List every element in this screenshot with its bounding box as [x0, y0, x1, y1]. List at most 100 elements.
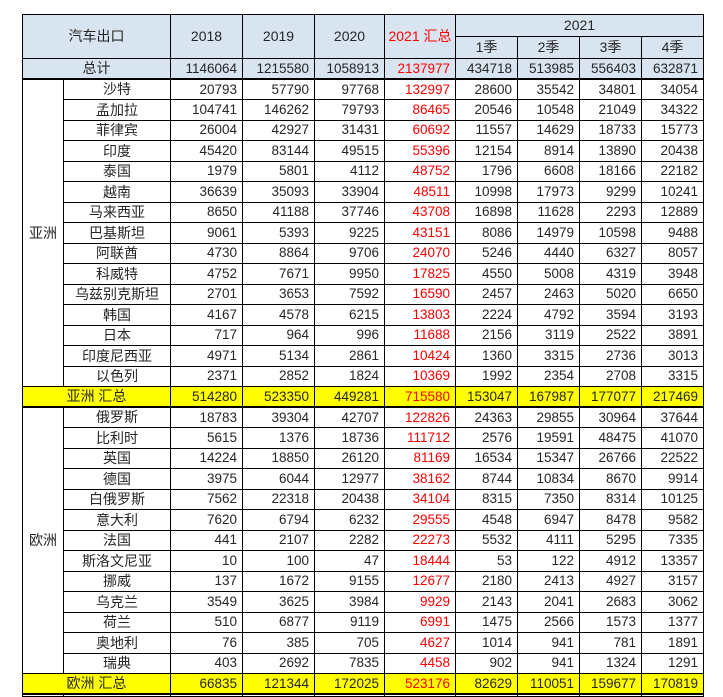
- table-row: 科威特 4752 7671 9950 17825 4550 5008 4319 3948: [23, 263, 704, 285]
- country-value-cell: 3549: [170, 591, 243, 613]
- country-cell: 法国: [63, 529, 171, 551]
- country-value-cell: 3891: [641, 324, 704, 346]
- country-value-cell: 10424: [384, 345, 456, 367]
- table-row: 印度 45420 83144 49515 55396 12154 8914 13890 2043…: [23, 140, 704, 162]
- country-value-cell: 42707: [314, 406, 385, 428]
- partial-cell: [22, 693, 64, 697]
- header-q2: 2季: [517, 36, 580, 59]
- country-value-cell: 79793: [314, 99, 385, 121]
- country-value-cell: 104741: [170, 99, 243, 121]
- country-value-cell: 100: [242, 550, 315, 572]
- region-cell: 欧洲: [22, 406, 64, 674]
- country-value-cell: 7350: [517, 488, 580, 510]
- country-value-cell: 47: [314, 550, 385, 572]
- country-value-cell: 18736: [314, 427, 385, 449]
- country-value-cell: 8086: [455, 222, 518, 244]
- country-value-cell: 2522: [579, 324, 642, 346]
- country-value-cell: 12889: [641, 201, 704, 223]
- country-value-cell: 9155: [314, 570, 385, 592]
- spreadsheet-region: 汽车出口 2018 2019 2020 2021 汇总 2021 1季 2季 3…: [22, 14, 704, 697]
- subtotal-value-cell: 177077: [579, 386, 642, 408]
- country-value-cell: 19591: [517, 427, 580, 449]
- country-value-cell: 9488: [641, 222, 704, 244]
- country-value-cell: 6650: [641, 283, 704, 305]
- country-value-cell: 37644: [641, 406, 704, 428]
- table-row: 欧洲 俄罗斯 18783 39304 42707 122826 24363 29855 3096…: [22, 406, 704, 674]
- country-value-cell: 2692: [242, 652, 315, 674]
- country-value-cell: 9582: [641, 509, 704, 531]
- country-value-cell: 1360: [455, 345, 518, 367]
- country-value-cell: 26004: [170, 119, 243, 141]
- country-value-cell: 48475: [579, 427, 642, 449]
- country-value-cell: 2701: [170, 283, 243, 305]
- country-value-cell: 122: [517, 550, 580, 572]
- country-value-cell: 1014: [455, 632, 518, 654]
- country-value-cell: 8650: [170, 201, 243, 223]
- country-value-cell: 9061: [170, 222, 243, 244]
- country-value-cell: 13803: [384, 304, 456, 326]
- table-row: 越南 36639 35093 33904 48511 10998 17973 9299 1024…: [23, 181, 704, 203]
- country-value-cell: 1324: [579, 652, 642, 674]
- country-value-cell: 7335: [641, 529, 704, 551]
- country-value-cell: 8670: [579, 468, 642, 490]
- country-value-cell: 4912: [579, 550, 642, 572]
- table-row: 比利时 5615 1376 18736 111712 2576 19591 48475 4107…: [23, 427, 704, 449]
- subtotal-value-cell: 523350: [242, 386, 315, 408]
- country-value-cell: 20438: [314, 488, 385, 510]
- country-value-cell: 49515: [314, 140, 385, 162]
- country-value-cell: 705: [314, 632, 385, 654]
- country-value-cell: 964: [242, 324, 315, 346]
- partial-cell: [517, 693, 580, 697]
- total-value-cell: 1058913: [314, 58, 385, 80]
- country-value-cell: 30964: [579, 406, 642, 428]
- country-value-cell: 1475: [455, 611, 518, 633]
- country-value-cell: 4752: [170, 263, 243, 285]
- subtotal-value-cell: 514280: [170, 386, 243, 408]
- country-value-cell: 6877: [242, 611, 315, 633]
- country-cell: 比利时: [63, 427, 171, 449]
- country-value-cell: 3062: [641, 591, 704, 613]
- country-value-cell: 24363: [455, 406, 518, 428]
- country-value-cell: 3975: [170, 468, 243, 490]
- total-value-cell: 556403: [579, 58, 642, 80]
- country-value-cell: 3157: [641, 570, 704, 592]
- country-value-cell: 31431: [314, 119, 385, 141]
- table-row: 阿联酋 4730 8864 9706 24070 5246 4440 6327 8057: [23, 242, 704, 264]
- country-value-cell: 2156: [455, 324, 518, 346]
- country-value-cell: 2041: [517, 591, 580, 613]
- country-value-cell: 5801: [242, 160, 315, 182]
- country-value-cell: 1979: [170, 160, 243, 182]
- country-value-cell: 29855: [517, 406, 580, 428]
- country-value-cell: 24070: [384, 242, 456, 264]
- country-value-cell: 11688: [384, 324, 456, 346]
- country-value-cell: 941: [517, 652, 580, 674]
- country-value-cell: 4971: [170, 345, 243, 367]
- country-value-cell: 9950: [314, 263, 385, 285]
- country-value-cell: 5008: [517, 263, 580, 285]
- country-value-cell: 6044: [242, 468, 315, 490]
- country-value-cell: 3653: [242, 283, 315, 305]
- country-value-cell: 941: [517, 632, 580, 654]
- table-row: 奥地利 76 385 705 4627 1014 941 781 1891: [23, 632, 704, 654]
- country-value-cell: 2457: [455, 283, 518, 305]
- table-row: 亚洲 沙特 20793 57790 97768 132997 28600 35542 34801…: [22, 78, 704, 387]
- country-value-cell: 41070: [641, 427, 704, 449]
- table-row: 荷兰 510 6877 9119 6991 1475 2566 1573 1377: [23, 611, 704, 633]
- partial-cell: [170, 693, 243, 697]
- country-value-cell: 385: [242, 632, 315, 654]
- country-value-cell: 13357: [641, 550, 704, 572]
- country-value-cell: 4730: [170, 242, 243, 264]
- subtotal-value-cell: 66835: [170, 673, 243, 695]
- partial-cell: [641, 693, 704, 697]
- country-value-cell: 57790: [242, 78, 315, 100]
- country-cell: 斯洛文尼亚: [63, 550, 171, 572]
- table-row: 意大利 7620 6794 6232 29555 4548 6947 8478 9582: [23, 509, 704, 531]
- country-value-cell: 5393: [242, 222, 315, 244]
- table-body: 总计 1146064 1215580 1058913 2137977 434718 5139…: [22, 58, 704, 697]
- country-value-cell: 12677: [384, 570, 456, 592]
- country-value-cell: 16898: [455, 201, 518, 223]
- table-row: 斯洛文尼亚 10 100 47 18444 53 122 4912 13357: [23, 550, 704, 572]
- country-value-cell: 18783: [170, 406, 243, 428]
- country-value-cell: 10598: [579, 222, 642, 244]
- country-value-cell: 41188: [242, 201, 315, 223]
